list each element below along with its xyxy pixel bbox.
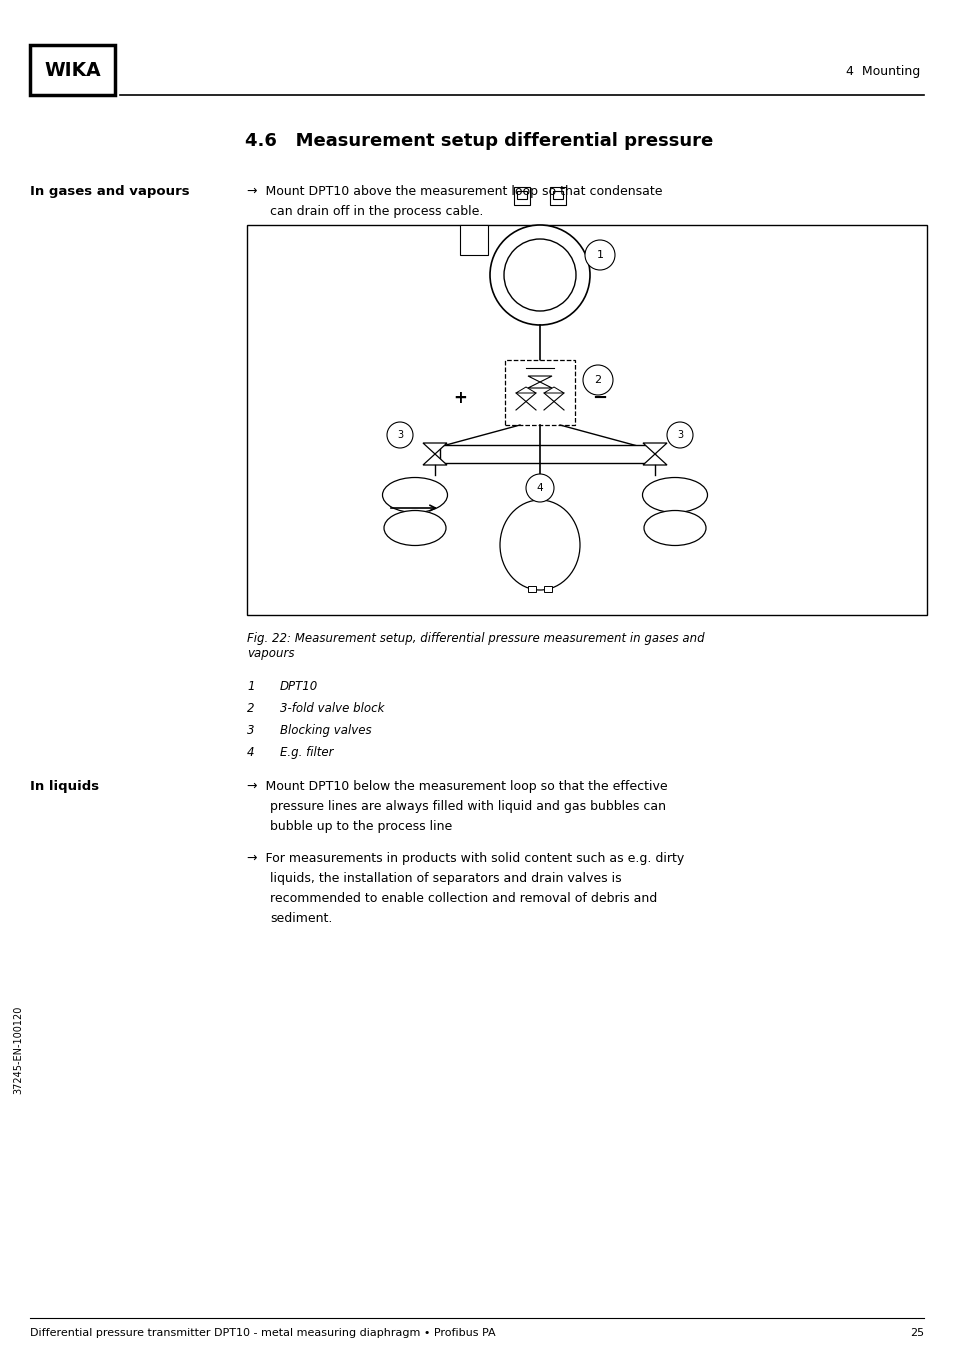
Text: 4: 4 (537, 483, 543, 493)
Ellipse shape (641, 478, 707, 513)
Bar (553, 191, 562, 199)
Text: sediment.: sediment. (270, 913, 332, 925)
Text: 2: 2 (594, 375, 601, 385)
Polygon shape (642, 443, 666, 454)
Circle shape (490, 225, 589, 325)
Text: →  Mount DPT10 above the measurement loop so that condensate: → Mount DPT10 above the measurement loop… (247, 185, 661, 198)
Text: 37245-EN-100120: 37245-EN-100120 (13, 1006, 23, 1094)
Text: →  For measurements in products with solid content such as e.g. dirty: → For measurements in products with soli… (247, 852, 683, 865)
Polygon shape (527, 382, 552, 389)
Text: 2: 2 (247, 701, 254, 715)
Ellipse shape (384, 510, 446, 546)
Text: +: + (453, 389, 466, 408)
Circle shape (582, 366, 613, 395)
Bar (543, 586, 552, 592)
Polygon shape (422, 443, 447, 454)
Bar (247, 225, 926, 615)
Text: WIKA: WIKA (44, 61, 101, 80)
Text: 25: 25 (909, 1328, 923, 1338)
Polygon shape (422, 454, 447, 464)
Circle shape (584, 240, 615, 269)
Text: 1: 1 (247, 680, 254, 693)
Text: 3: 3 (247, 724, 254, 737)
Text: 4: 4 (247, 746, 254, 760)
Text: 1: 1 (596, 250, 603, 260)
Text: →  Mount DPT10 below the measurement loop so that the effective: → Mount DPT10 below the measurement loop… (247, 780, 667, 793)
Circle shape (387, 422, 413, 448)
Polygon shape (642, 454, 666, 464)
Text: Differential pressure transmitter DPT10 - metal measuring diaphragm • Profibus P: Differential pressure transmitter DPT10 … (30, 1328, 496, 1338)
Text: In liquids: In liquids (30, 780, 99, 793)
Text: DPT10: DPT10 (280, 680, 318, 693)
Ellipse shape (643, 510, 705, 546)
Circle shape (503, 240, 576, 311)
Text: can drain off in the process cable.: can drain off in the process cable. (270, 204, 483, 218)
Polygon shape (543, 387, 563, 393)
Text: bubble up to the process line: bubble up to the process line (270, 821, 452, 833)
Text: 4  Mounting: 4 Mounting (845, 65, 919, 79)
Bar (550, 187, 565, 204)
Bar (527, 586, 536, 592)
Text: −: − (592, 389, 607, 408)
Circle shape (666, 422, 692, 448)
Polygon shape (527, 376, 552, 382)
Ellipse shape (382, 478, 447, 513)
Text: 3-fold valve block: 3-fold valve block (280, 701, 384, 715)
Text: recommended to enable collection and removal of debris and: recommended to enable collection and rem… (270, 892, 657, 904)
Text: Fig. 22: Measurement setup, differential pressure measurement in gases and
vapou: Fig. 22: Measurement setup, differential… (247, 632, 704, 659)
Bar (30, 45, 115, 95)
Ellipse shape (499, 500, 579, 590)
Text: In gases and vapours: In gases and vapours (30, 185, 190, 198)
Text: E.g. filter: E.g. filter (280, 746, 334, 760)
Text: 3: 3 (677, 431, 682, 440)
Bar (517, 191, 526, 199)
Text: 4.6   Measurement setup differential pressure: 4.6 Measurement setup differential press… (245, 131, 713, 150)
Text: 3: 3 (396, 431, 402, 440)
Bar (459, 225, 488, 255)
Polygon shape (516, 387, 536, 393)
Text: liquids, the installation of separators and drain valves is: liquids, the installation of separators … (270, 872, 621, 886)
Bar (504, 360, 575, 425)
Bar (439, 445, 655, 463)
Bar (514, 187, 530, 204)
Text: Blocking valves: Blocking valves (280, 724, 372, 737)
Circle shape (525, 474, 554, 502)
Text: pressure lines are always filled with liquid and gas bubbles can: pressure lines are always filled with li… (270, 800, 665, 812)
